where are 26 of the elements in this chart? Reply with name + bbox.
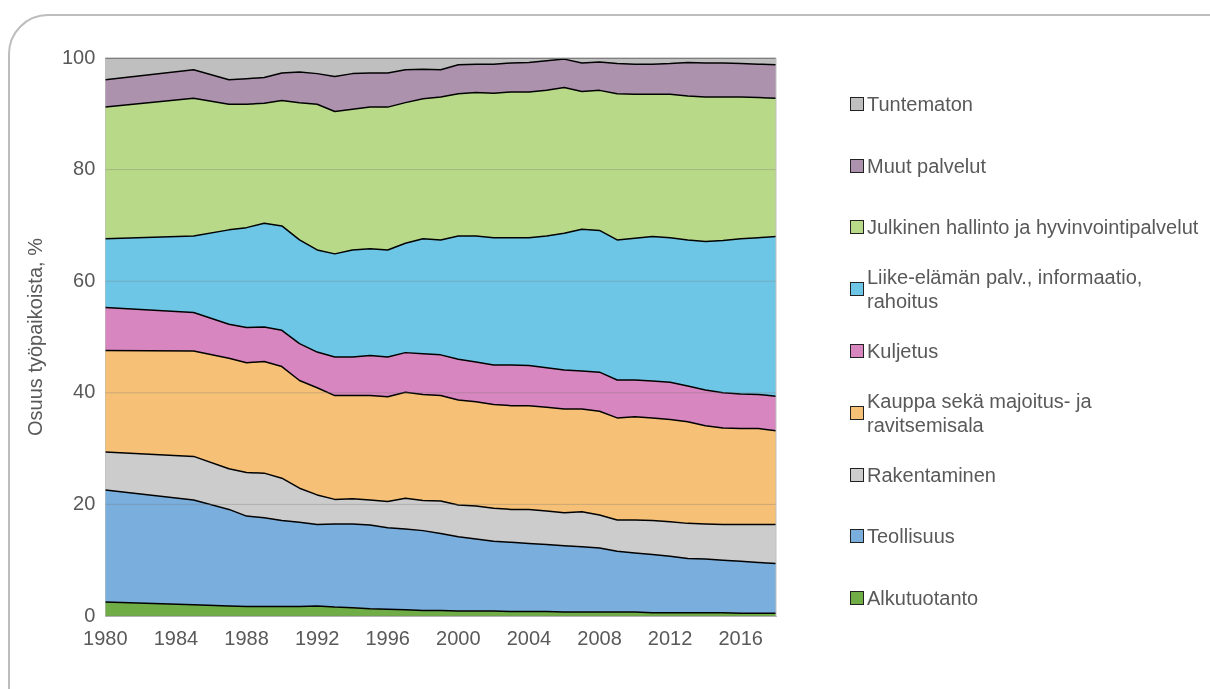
legend-label: Kuljetus <box>867 339 939 364</box>
x-tick-label: 2012 <box>647 626 693 649</box>
x-tick-label: 1988 <box>224 626 269 649</box>
y-tick-label: 20 <box>73 491 96 514</box>
y-tick-label: 60 <box>73 268 96 291</box>
x-tick-label: 1980 <box>83 626 128 649</box>
y-tick-label: 100 <box>61 45 96 68</box>
x-tick-label: 2016 <box>718 626 763 649</box>
x-tick-label: 2004 <box>506 626 552 649</box>
x-tick-label: 1984 <box>153 626 199 649</box>
legend-label: Alkutuotanto <box>867 586 979 611</box>
legend-label: Teollisuus <box>867 524 955 549</box>
x-tick-label: 1992 <box>294 626 340 649</box>
y-axis-title: Osuus työpaikoista, % <box>23 237 46 436</box>
y-tick-label: 80 <box>73 157 96 180</box>
x-tick-label: 1996 <box>365 626 410 649</box>
legend-label: Rakentaminen <box>867 462 996 487</box>
text: Julkinen hallinto ja hyvinvointipalvelut <box>867 215 1199 240</box>
legend-label: Muut palvelut <box>867 153 986 178</box>
y-tick-label: 0 <box>84 603 96 626</box>
legend-label: Kauppa sekä majoitus- ja ravitsemisala <box>867 388 1093 437</box>
x-tick-label: 2000 <box>436 626 481 649</box>
legend-label: Liike-elämän palv., informaatio, rahoitus <box>867 265 1144 314</box>
x-tick-label: 2008 <box>577 626 622 649</box>
legend-label: Tuntematon <box>867 91 973 116</box>
y-tick-label: 40 <box>73 380 96 403</box>
